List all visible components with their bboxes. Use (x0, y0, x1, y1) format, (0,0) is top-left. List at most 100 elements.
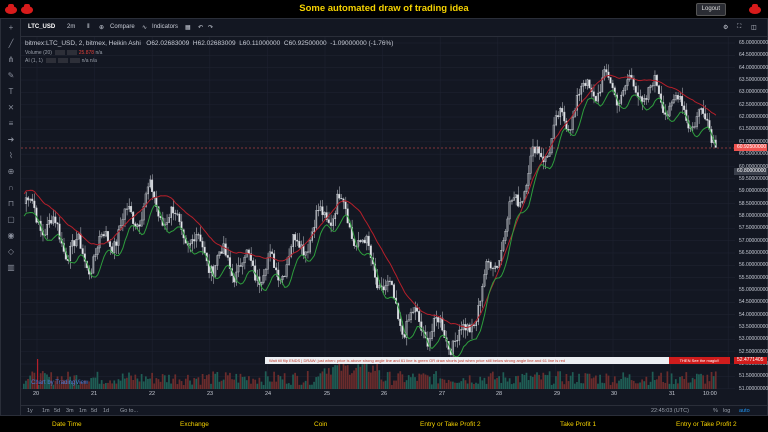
volume-bar (336, 365, 339, 389)
arrow-icon[interactable]: ➜ (7, 135, 15, 144)
range-1m-b[interactable]: 1m (79, 408, 87, 414)
volume-bar (144, 376, 147, 389)
volume-bar (521, 373, 524, 389)
volume-bar (548, 371, 551, 389)
volume-bar (340, 370, 343, 389)
red-cap-icon-3[interactable] (748, 2, 762, 15)
candle-body (117, 229, 120, 246)
logout-button[interactable]: Logout (695, 3, 726, 16)
volume-bar (679, 376, 681, 389)
red-cap-icon-2[interactable] (20, 2, 34, 15)
red-cap-icon[interactable] (4, 2, 18, 15)
range-5d[interactable]: 5d (54, 408, 61, 414)
candle-body (180, 221, 183, 230)
eye-icon[interactable]: ◉ (7, 231, 15, 240)
candle-body (367, 235, 370, 247)
templates-icon[interactable]: ▦ (185, 25, 191, 31)
price-axis[interactable]: 65.00000000 64.50000000 64.00000000 63.5000… (735, 37, 768, 407)
volume-bar (197, 377, 200, 389)
volume-bar (81, 383, 84, 389)
chart-type-icon[interactable]: ⫴ (87, 24, 90, 30)
volume-bar (348, 374, 351, 389)
candle-body (130, 206, 133, 213)
volume-bar (33, 372, 36, 389)
pattern-icon[interactable]: ⨯ (7, 103, 15, 112)
candle-body (361, 239, 364, 243)
candle-body (172, 206, 175, 214)
range-1y[interactable]: 1y (27, 408, 33, 414)
candle-body (695, 116, 698, 128)
text-icon[interactable]: T (8, 87, 14, 96)
percent-toggle[interactable]: % (713, 408, 718, 414)
volume-bar (502, 372, 505, 389)
volume-bar (700, 373, 702, 389)
legend-control-box[interactable] (58, 58, 69, 64)
volume-bar (550, 384, 553, 389)
interval-selector[interactable]: 2m (67, 24, 76, 30)
auto-toggle[interactable]: auto (739, 408, 750, 414)
indicators-button[interactable]: Indicators (152, 24, 179, 30)
range-1m[interactable]: 1m (42, 408, 50, 414)
candle-body (127, 206, 130, 210)
fib-icon[interactable]: ≡ (8, 119, 14, 128)
volume-label: Volume (20) (25, 50, 52, 56)
ohlc-legend: bitmex:LTC_USD, 2, bitmex, Heikin Ashi O… (25, 40, 393, 47)
volume-bar (193, 378, 196, 389)
tradingview-watermark[interactable]: Chart by TradingView (31, 380, 89, 386)
symbol-search[interactable]: LTC_USD (28, 24, 56, 30)
candle-body (304, 251, 307, 256)
volume-bar (588, 373, 591, 389)
volume-bar (557, 371, 559, 389)
range-3m[interactable]: 3m (66, 408, 74, 414)
time-axis[interactable]: 20 21 22 23 24 25 26 27 28 29 30 31 10:00 (21, 389, 735, 399)
volume-bar (311, 384, 313, 389)
layers-icon[interactable]: ◇ (7, 247, 15, 256)
legend-control-box[interactable] (67, 50, 78, 56)
indicators-icon[interactable]: ∿ (142, 25, 148, 31)
candle-body (142, 206, 145, 221)
x-tick-label: 28 (496, 391, 503, 397)
volume-bar (157, 379, 160, 389)
snapshot-icon[interactable]: ◫ (751, 25, 757, 31)
volume-bar (424, 374, 427, 389)
candle-body (519, 202, 522, 207)
candle-body (359, 240, 362, 243)
fullscreen-icon[interactable]: ⛶ (737, 24, 742, 30)
settings-icon[interactable]: ⚙ (723, 25, 729, 31)
legend-control-box[interactable] (55, 50, 66, 56)
brush-icon[interactable]: ✎ (7, 71, 15, 80)
log-toggle[interactable]: log (723, 408, 731, 414)
legend-control-box[interactable] (70, 58, 81, 64)
trend-line-icon[interactable]: ╱ (8, 39, 14, 48)
trash-icon[interactable]: ▥ (7, 263, 15, 272)
candle-body (580, 85, 583, 95)
goto-button[interactable]: Go to... (120, 408, 139, 414)
volume-bar (468, 375, 471, 389)
undo-icon[interactable]: ↶ (198, 25, 204, 31)
compare-button[interactable]: Compare (110, 24, 135, 30)
volume-bar (285, 383, 288, 389)
compare-icon[interactable]: ⊕ (99, 25, 105, 31)
range-5d-b[interactable]: 5d (91, 408, 98, 414)
lock-drawings-icon[interactable]: ▢ (7, 215, 15, 224)
crosshair-icon[interactable]: + (8, 23, 14, 32)
zoom-icon[interactable]: ⊕ (7, 167, 15, 176)
legend-control-box[interactable] (46, 58, 57, 64)
magnet-icon[interactable]: ∩ (8, 183, 14, 192)
price-plot[interactable] (21, 37, 735, 389)
candle-body (29, 198, 32, 201)
candle-body (207, 260, 210, 274)
candle-body (151, 179, 154, 193)
volume-bar (117, 379, 120, 389)
candle-body (386, 280, 389, 286)
volume-bar (334, 365, 336, 389)
candle-body (247, 249, 250, 254)
range-1d[interactable]: 1d (103, 408, 110, 414)
candle-body (270, 251, 273, 254)
lock-icon[interactable]: ⊓ (7, 199, 15, 208)
ruler-icon[interactable]: ⌇ (9, 151, 13, 160)
y-tick-label: 58.00000000 (739, 212, 768, 219)
redo-icon[interactable]: ↷ (208, 25, 214, 31)
pitchfork-icon[interactable]: ⋔ (7, 55, 15, 64)
candle-body (554, 115, 557, 126)
